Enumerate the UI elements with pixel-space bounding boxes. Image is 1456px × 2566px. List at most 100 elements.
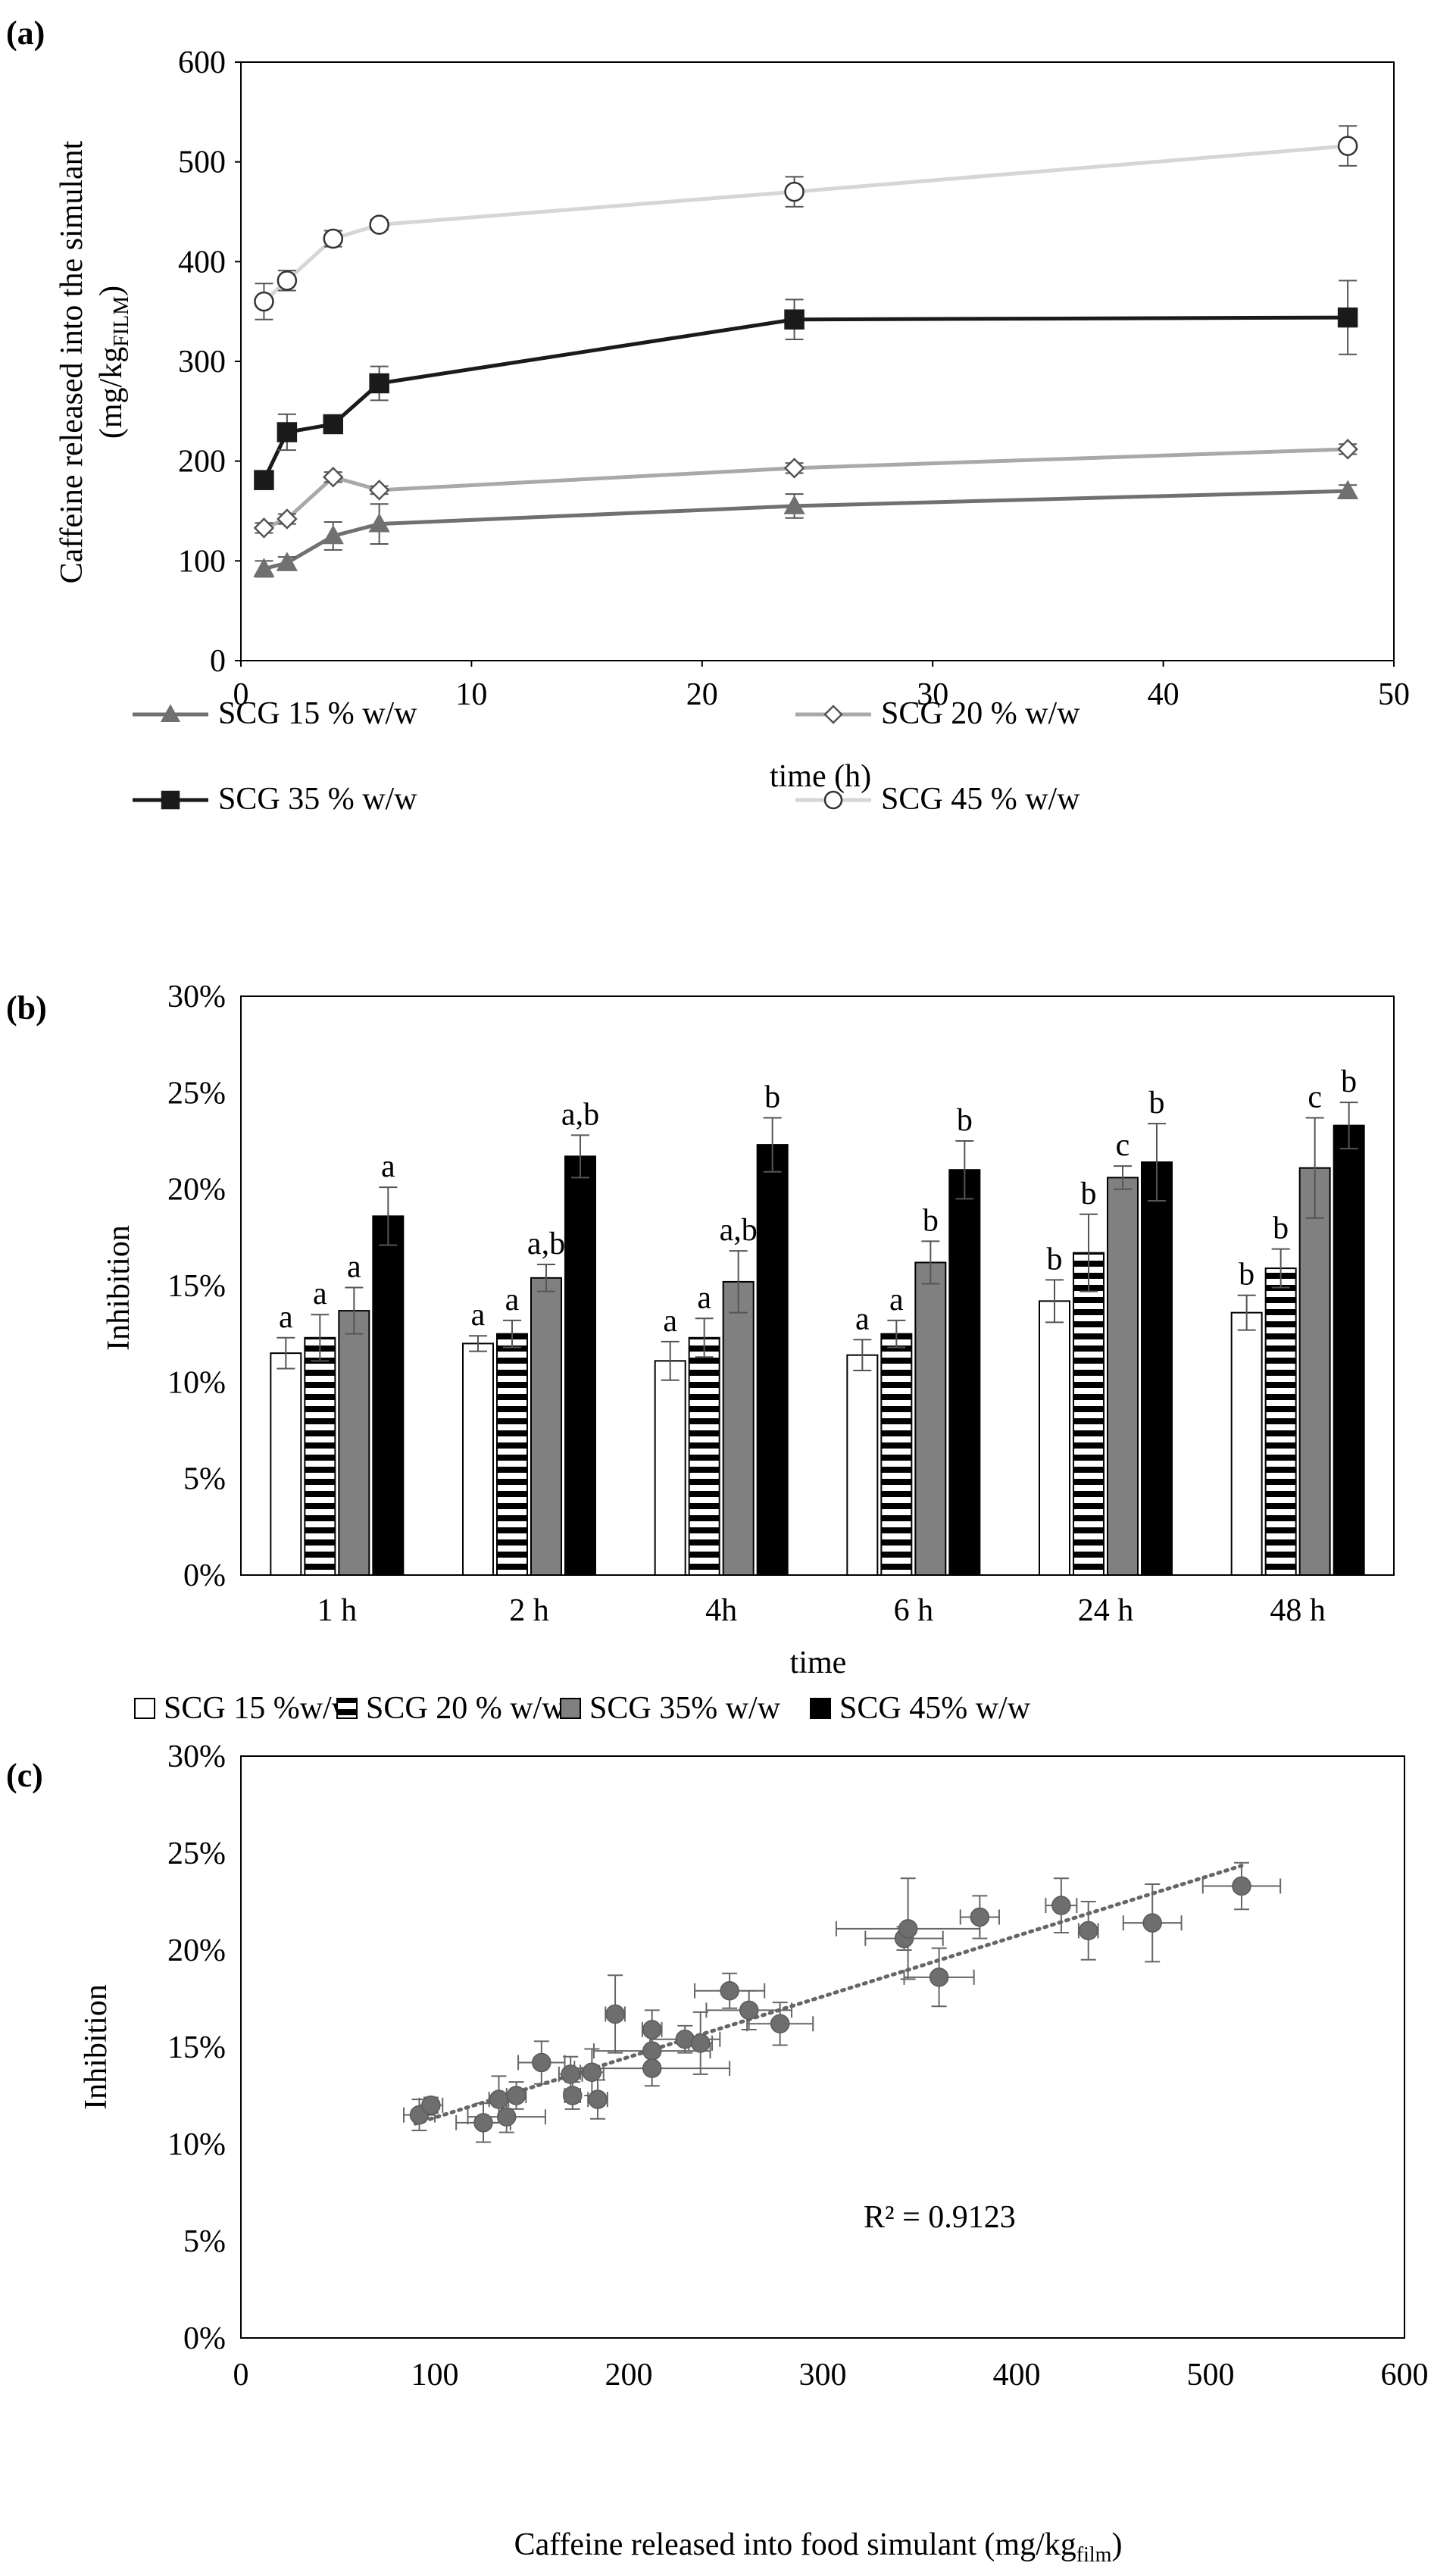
chart-b-xtick-label: 2 h bbox=[509, 1593, 549, 1628]
chart-a-point bbox=[1337, 307, 1358, 328]
chart-a-series-3 bbox=[254, 280, 1358, 490]
chart-c-xlabel-main: Caffeine released into food simulant (mg… bbox=[514, 2527, 1076, 2562]
chart-a-legend-entry: SCG 35 % w/w bbox=[133, 782, 417, 817]
chart-b-ytick-label: 5% bbox=[183, 1462, 226, 1497]
chart-a-point bbox=[783, 458, 805, 479]
panel-b-label: (b) bbox=[6, 989, 47, 1027]
chart-c-point bbox=[473, 2113, 493, 2133]
chart-c-annotation: R² = 0.9123 bbox=[864, 2200, 1016, 2235]
chart-a-ytick-label: 200 bbox=[178, 445, 226, 480]
chart-a-point bbox=[254, 291, 274, 312]
chart-a-legend-marker bbox=[823, 705, 843, 724]
chart-a-ylabel-close: ) bbox=[94, 286, 129, 296]
chart-b-significance-letter: b bbox=[1273, 1211, 1289, 1246]
chart-a-legend-label: SCG 45 % w/w bbox=[881, 782, 1080, 817]
chart-c-ytick-label: 15% bbox=[167, 2030, 226, 2065]
chart-a-ytick-label: 100 bbox=[178, 544, 226, 579]
chart-b-xtick-label: 6 h bbox=[894, 1593, 934, 1628]
chart-a-xtick-label: 20 bbox=[686, 677, 718, 712]
chart-b-bar bbox=[914, 1261, 947, 1576]
panel-c-label: (c) bbox=[6, 1757, 43, 1794]
chart-b-legend-swatch bbox=[810, 1698, 831, 1719]
chart-a-series-4 bbox=[254, 125, 1358, 320]
chart-c-point bbox=[642, 2058, 662, 2078]
chart-b-significance-letter: c bbox=[1308, 1080, 1322, 1114]
chart-a-point bbox=[322, 524, 344, 545]
chart-b-bar bbox=[948, 1169, 981, 1576]
chart-c-point bbox=[582, 2062, 602, 2083]
chart-b-significance-letter: a bbox=[381, 1149, 395, 1184]
chart-c-ytick-label: 30% bbox=[167, 1739, 226, 1774]
chart-b-significance-letter: a,b bbox=[561, 1097, 599, 1132]
chart-a-ytick-label: 300 bbox=[178, 345, 226, 380]
chart-a-point bbox=[1337, 439, 1358, 460]
chart-b-significance-letter: a bbox=[889, 1283, 904, 1317]
chart-b-significance-letter: a bbox=[313, 1277, 327, 1311]
chart-c-ytick-label: 0% bbox=[183, 2321, 226, 2356]
chart-b-bar bbox=[654, 1360, 686, 1576]
chart-c-point bbox=[496, 2107, 517, 2127]
chart-a-point bbox=[369, 214, 389, 235]
chart-a-legend-marker bbox=[823, 790, 843, 810]
chart-b-bar bbox=[372, 1215, 405, 1576]
panel-a-label: (a) bbox=[6, 14, 45, 52]
chart-b-significance-letter: b bbox=[1081, 1177, 1097, 1211]
chart-a-ylabel-main: Caffeine released into the simulant bbox=[55, 140, 89, 583]
chart-c-point bbox=[605, 2004, 625, 2024]
chart-a-point bbox=[368, 480, 390, 501]
chart-b-significance-letter: a,b bbox=[527, 1227, 565, 1261]
chart-a-ylabel: Caffeine released into the simulant bbox=[55, 140, 89, 583]
chart-c-point bbox=[561, 2064, 580, 2084]
chart-a-series-2 bbox=[253, 439, 1358, 539]
chart-a-point bbox=[277, 508, 298, 530]
chart-a-series-line bbox=[262, 144, 1348, 303]
chart-b-bar bbox=[688, 1336, 720, 1576]
chart-b-significance-letter: b bbox=[1047, 1242, 1063, 1277]
chart-a-legend-label: SCG 20 % w/w bbox=[881, 696, 1080, 731]
chart-a-point bbox=[368, 513, 390, 533]
chart-b-bar bbox=[462, 1342, 494, 1577]
chart-c-tick-labels: 0% 5% 10% 15% 20% 25% 30% 0 100 200 300 400 500 600 bbox=[167, 1739, 1429, 2393]
chart-c-xtick-label: 100 bbox=[411, 2358, 459, 2393]
chart-a-legend-entry: SCG 45 % w/w bbox=[795, 782, 1080, 817]
chart-b-bar bbox=[1107, 1177, 1139, 1577]
chart-b-significance-letter: b bbox=[764, 1080, 780, 1114]
chart-c-plot-frame bbox=[240, 1755, 1405, 2339]
chart-a-xtick-label: 10 bbox=[455, 677, 487, 712]
chart-c-point bbox=[489, 2089, 509, 2109]
chart-c-trendline bbox=[413, 1864, 1244, 2126]
chart-b-xlabel: time bbox=[790, 1646, 847, 1680]
chart-a-point bbox=[277, 422, 298, 442]
chart-c-point bbox=[642, 2020, 662, 2039]
chart-b-xtick-label: 4h bbox=[705, 1593, 737, 1628]
chart-b-tick-labels: 0% 5% 10% 15% 20% 25% 30% 1 h 2 h 4h 6 h 24 h 48 h bbox=[167, 980, 1326, 1628]
chart-b-ytick-label: 15% bbox=[167, 1269, 226, 1304]
chart-c-point bbox=[720, 1981, 739, 2001]
chart-b-legend-entry: SCG 35% w/w bbox=[560, 1691, 781, 1726]
chart-b-significance-letter: a bbox=[663, 1304, 677, 1339]
chart-a-point bbox=[783, 495, 805, 514]
chart-a-point bbox=[323, 228, 344, 249]
chart-b-significance-letter: a bbox=[697, 1280, 711, 1315]
chart-c-xtick-label: 200 bbox=[605, 2358, 653, 2393]
chart-a-xtick-label: 50 bbox=[1378, 677, 1410, 712]
chart-b-bar bbox=[722, 1280, 755, 1576]
chart-c-point bbox=[642, 2041, 662, 2061]
chart-b-significance-letter: a,b bbox=[720, 1213, 758, 1248]
chart-a-xtick-label: 0 bbox=[233, 677, 249, 712]
chart-c-ylabel: Inhibition bbox=[79, 1984, 114, 2110]
chart-b-bar bbox=[530, 1277, 562, 1577]
chart-b-bar bbox=[880, 1333, 913, 1576]
chart-a-ytick-label: 400 bbox=[178, 245, 226, 280]
chart-c-ytick-label: 5% bbox=[183, 2224, 226, 2259]
chart-b-significance-letter: a bbox=[505, 1283, 520, 1317]
chart-c-point bbox=[421, 2096, 441, 2115]
chart-c-point bbox=[1232, 1876, 1251, 1896]
chart-a-legend-entry: SCG 20 % w/w bbox=[795, 696, 1080, 731]
chart-b-plot-frame bbox=[240, 995, 1395, 1576]
chart-b-bar bbox=[270, 1352, 302, 1576]
chart-c-ytick-label: 20% bbox=[167, 1933, 226, 1968]
chart-a-xtick-label: 40 bbox=[1148, 677, 1179, 712]
chart-a-point bbox=[784, 309, 805, 330]
